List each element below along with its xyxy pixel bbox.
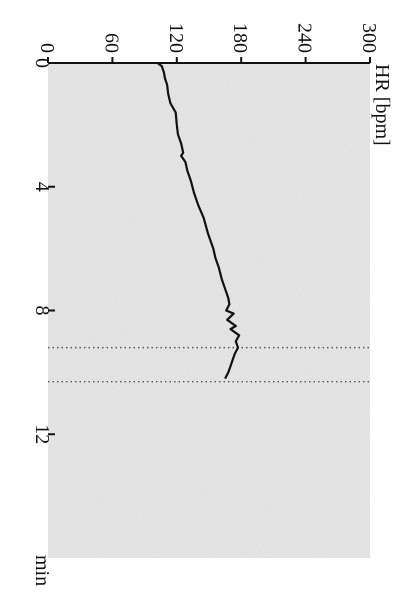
hr-tick-label: 60	[100, 33, 122, 53]
plot-texture	[48, 63, 370, 558]
hr-axis-title: HR [bpm]	[371, 64, 393, 146]
heart-rate-series-line	[156, 62, 241, 380]
time-tick-label: 8	[31, 306, 53, 316]
hr-axis-ticks: 0 60 120 180 240 300	[36, 23, 380, 63]
time-tick-label: 0	[31, 58, 53, 68]
hr-tick-label: 120	[165, 23, 187, 53]
time-tick-label: 12	[31, 424, 53, 444]
time-axis-title: min	[31, 555, 53, 586]
hr-tick-label: 240	[294, 23, 316, 53]
hr-tick-label: 0	[36, 43, 58, 53]
hr-tick-label: 300	[358, 23, 380, 53]
time-tick-label: 4	[31, 182, 53, 192]
hr-tick-label: 180	[229, 23, 251, 53]
time-axis-ticks: 0 4 8 12	[31, 58, 55, 444]
